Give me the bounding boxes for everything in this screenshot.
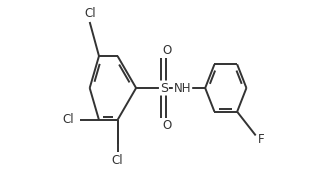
Text: S: S: [160, 81, 168, 95]
Text: O: O: [162, 44, 171, 57]
Text: Cl: Cl: [62, 114, 74, 127]
Text: NH: NH: [174, 81, 191, 95]
Text: Cl: Cl: [112, 154, 124, 167]
Text: Cl: Cl: [84, 7, 96, 20]
Text: F: F: [258, 133, 264, 146]
Text: O: O: [162, 119, 171, 132]
